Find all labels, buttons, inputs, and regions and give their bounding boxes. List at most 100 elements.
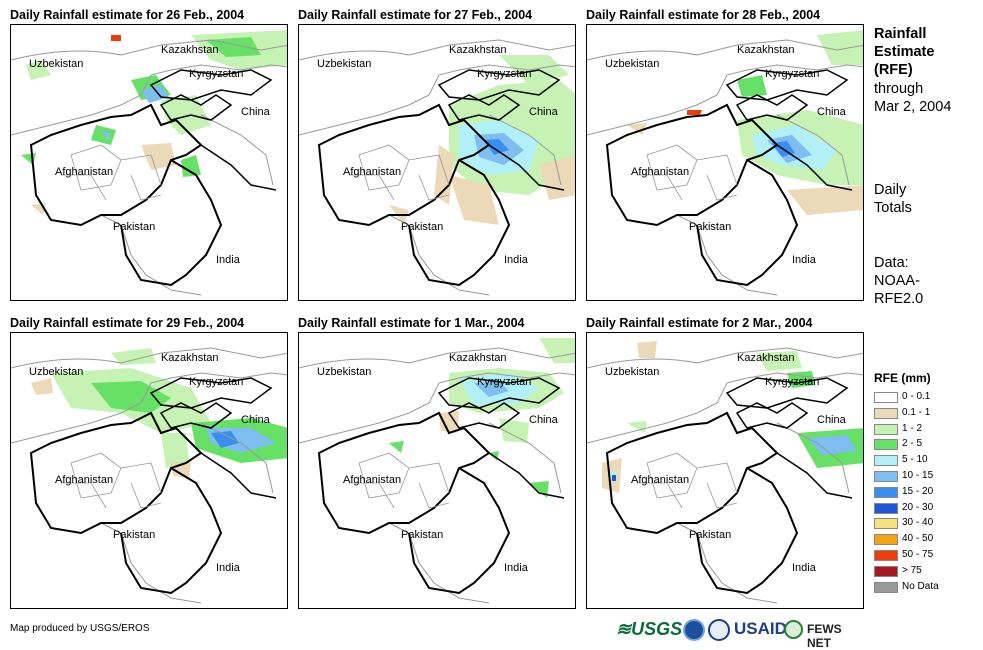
label-india: India	[792, 562, 817, 574]
rainfall-area	[499, 55, 569, 85]
legend-swatch	[874, 534, 898, 546]
label-china: China	[241, 414, 271, 426]
label-pakistan: Pakistan	[401, 529, 443, 541]
rainfall-area	[499, 418, 529, 443]
rainfall-area	[439, 411, 459, 433]
label-kyrgyzstan: Kyrgyzstan	[189, 68, 243, 80]
globe-icon	[784, 620, 803, 639]
rainfall-area	[101, 130, 111, 140]
side-date: Mar 2, 2004	[874, 99, 952, 115]
label-kazakhstan: Kazakhstan	[737, 44, 794, 56]
label-kyrgyzstan: Kyrgyzstan	[477, 376, 531, 388]
legend-label: 50 - 75	[902, 549, 934, 560]
legend-swatch	[874, 486, 898, 498]
legend-label: 20 - 30	[902, 501, 934, 513]
label-afghanistan: Afghanistan	[343, 166, 401, 178]
label-kyrgyzstan: Kyrgyzstan	[189, 376, 243, 388]
noaa-logo	[683, 619, 705, 641]
label-afghanistan: Afghanistan	[343, 474, 401, 486]
label-uzbekistan: Uzbekistan	[317, 366, 371, 378]
usaid-logo: USAID	[734, 619, 787, 638]
panel-title: Daily Rainfall estimate for 26 Feb., 200…	[10, 8, 245, 22]
legend-swatch	[874, 392, 898, 403]
rainfall-area	[141, 85, 169, 103]
side-daily: Daily	[874, 182, 907, 198]
rainfall-area	[111, 348, 156, 365]
label-uzbekistan: Uzbekistan	[29, 58, 83, 70]
label-kazakhstan: Kazakhstan	[161, 352, 218, 364]
rainfall-area	[539, 338, 575, 363]
rainfall-area	[91, 125, 116, 145]
label-pakistan: Pakistan	[113, 529, 155, 541]
label-kazakhstan: Kazakhstan	[161, 44, 218, 56]
partner-logos: ≋USGS USAID FEWS NET	[616, 617, 866, 650]
panel-title: Daily Rainfall estimate for 27 Feb., 200…	[298, 8, 533, 22]
side-through: through	[874, 81, 924, 97]
label-uzbekistan: Uzbekistan	[605, 366, 659, 378]
rainfall-area	[161, 433, 189, 468]
usgs-logo: ≋USGS	[616, 619, 683, 639]
rainfall-area	[817, 30, 863, 65]
rainfall-area	[539, 155, 575, 200]
rainfall-area	[637, 341, 657, 358]
label-pakistan: Pakistan	[689, 529, 731, 541]
side-source-2: RFE2.0	[874, 291, 924, 307]
label-india: India	[504, 254, 529, 266]
legend-label: 10 - 15	[902, 470, 934, 481]
legend-label: 30 - 40	[902, 517, 934, 529]
legend-label: No Data	[902, 580, 939, 592]
rainfall-map: Kazakhstan Uzbekistan Kyrgyzstan China A…	[586, 24, 864, 301]
panel-title: Daily Rainfall estimate for 2 Mar., 2004	[586, 316, 813, 330]
rainfall-area	[161, 95, 211, 135]
legend-swatch	[874, 439, 898, 451]
rainfall-area	[91, 381, 171, 413]
legend-label: 5 - 10	[902, 454, 928, 466]
map-panel-p6: Daily Rainfall estimate for 2 Mar., 2004…	[586, 316, 866, 611]
rainfall-area	[434, 145, 454, 205]
legend-label: 0.1 - 1	[902, 406, 931, 418]
map-credit: Map produced by USGS/EROS	[10, 623, 150, 634]
legend-swatch	[874, 471, 898, 482]
label-india: India	[504, 562, 529, 574]
legend-label: 2 - 5	[902, 438, 923, 450]
label-kyrgyzstan: Kyrgyzstan	[765, 68, 819, 80]
legend-swatch	[874, 550, 898, 561]
rainfall-area	[484, 139, 509, 155]
map-panel-p1: Daily Rainfall estimate for 26 Feb., 200…	[10, 8, 290, 303]
rainfall-area	[612, 475, 616, 481]
label-pakistan: Pakistan	[689, 221, 731, 233]
map-panel-p4: Daily Rainfall estimate for 29 Feb., 200…	[10, 316, 290, 611]
side-title-2: Estimate	[874, 44, 935, 60]
label-pakistan: Pakistan	[113, 221, 155, 233]
label-uzbekistan: Uzbekistan	[29, 366, 83, 378]
label-china: China	[817, 414, 847, 426]
rainfall-area	[171, 461, 191, 478]
rainfall-map: Kazakhstan Uzbekistan Kyrgyzstan China A…	[298, 24, 576, 301]
label-india: India	[216, 254, 241, 266]
label-china: China	[529, 106, 559, 118]
rainfall-area	[141, 143, 176, 170]
label-afghanistan: Afghanistan	[631, 166, 689, 178]
legend-label: 1 - 2	[902, 422, 923, 434]
legend-swatch	[874, 581, 898, 593]
rainfall-area	[687, 110, 702, 115]
legend-label: > 75	[902, 564, 922, 576]
label-kyrgyzstan: Kyrgyzstan	[477, 68, 531, 80]
legend-swatch	[874, 423, 898, 435]
rainfall-area	[31, 378, 53, 395]
legend-swatch	[874, 455, 898, 467]
legend-swatch	[874, 518, 898, 530]
panel-title: Daily Rainfall estimate for 1 Mar., 2004	[298, 316, 525, 330]
side-title-1: Rainfall	[874, 26, 927, 42]
rainfall-area	[807, 435, 857, 455]
rainfall-map: Kazakhstan Uzbekistan Kyrgyzstan China A…	[10, 24, 288, 301]
rainfall-area	[449, 175, 499, 225]
rainfall-area	[737, 75, 767, 97]
legend-label: 0 - 0.1	[902, 391, 931, 402]
nws-seal-logo	[708, 619, 730, 641]
fews-net-logo: FEWS NET	[807, 622, 842, 650]
rainfall-area	[26, 60, 51, 80]
rainfall-area	[627, 421, 647, 433]
rainfall-area	[389, 441, 404, 453]
rainfall-area	[211, 431, 239, 448]
